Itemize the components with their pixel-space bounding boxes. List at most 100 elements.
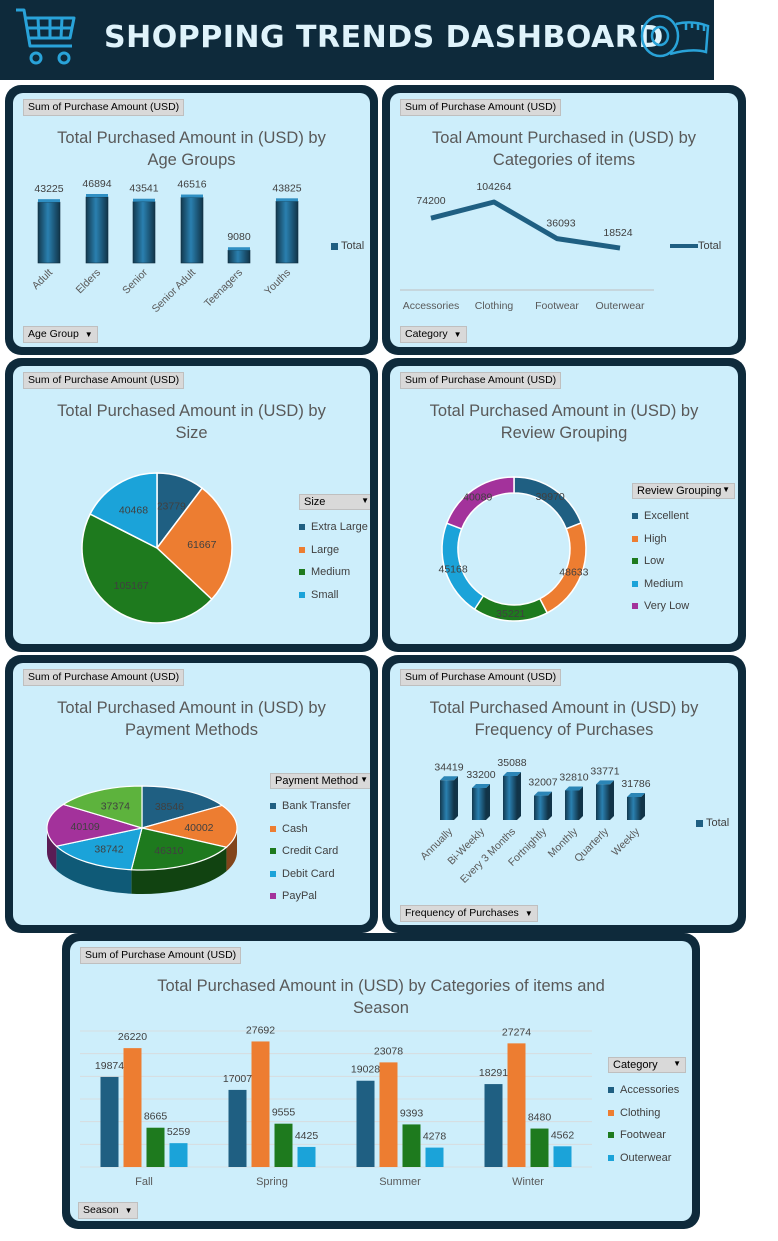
bar-side [486,784,490,820]
legend-label: Medium [311,566,351,579]
legend-item[interactable]: Cash [270,818,370,841]
data-label: 19874 [95,1060,124,1072]
category-label: Quarterly [572,825,612,865]
legend-item[interactable]: Extra Large [299,516,370,539]
bar-side [517,772,521,820]
legend-swatch [608,1109,614,1116]
payment-filter-button[interactable]: Payment Method ▼ [270,773,370,789]
data-label: 32810 [559,771,588,783]
review-filter-button[interactable]: Review Grouping ▼ [632,483,735,499]
data-label: 43825 [272,182,301,194]
data-label: 5259 [167,1126,191,1138]
legend-item[interactable]: Medium [632,573,735,596]
legend-item[interactable]: Accessories [608,1079,686,1102]
frequency-panel: Sum of Purchase Amount (USD) Total Purch… [382,655,746,933]
data-label: 23779 [157,500,186,512]
data-label: 37374 [101,801,130,813]
legend-item[interactable]: High [632,528,735,551]
season-bar [297,1146,316,1167]
frequency-bar [596,784,610,820]
data-label: 40089 [463,491,492,503]
chart-title: Total Purchased Amount in (USD) by Freque… [429,699,699,739]
legend-item[interactable]: Large [299,539,370,562]
pie-slice [130,827,228,871]
legend-item[interactable]: Low [632,550,735,573]
category-filter-button[interactable]: Category ▼ [400,326,467,343]
data-label: 38742 [94,844,123,856]
data-label: 31786 [621,778,650,790]
legend-swatch [299,591,305,598]
field-label: Sum of Purchase Amount (USD) [400,372,562,389]
legend-swatch [270,825,276,832]
category-label: Senior Adult [150,267,199,316]
data-label: 17007 [223,1073,252,1085]
frequency-bar [440,780,454,820]
bar-side [610,780,614,820]
chart-legend: Total [696,817,729,829]
data-label: 9080 [227,231,251,243]
field-label: Sum of Purchase Amount (USD) [80,947,242,964]
season-bar [507,1043,526,1167]
pie-slice [155,487,233,601]
legend-item[interactable]: Excellent [632,505,735,528]
legend-item[interactable]: Credit Card [270,840,370,863]
data-label: 74200 [416,195,445,207]
legend-swatch [608,1087,614,1094]
frequency-filter-button[interactable]: Frequency of Purchases ▼ [400,905,538,922]
season-filter-button[interactable]: Season ▼ [78,1202,138,1219]
frequency-bar [627,797,641,820]
age-bar-top [86,194,108,197]
frequency-bar [503,776,517,820]
chart-title: Total Purchased Amount in (USD) by Review… [429,402,699,442]
legend-item[interactable]: Clothing [608,1102,686,1125]
category-label: Every 3 Months [458,826,518,886]
age-group-panel: Sum of Purchase Amount (USD) Total Purch… [5,85,378,355]
legend-label: High [644,532,667,545]
field-label: Sum of Purchase Amount (USD) [400,99,562,116]
chevron-down-icon: ▼ [453,330,462,339]
field-label: Sum of Purchase Amount (USD) [23,99,185,116]
season-bar [484,1084,503,1167]
bar-top [534,791,552,796]
legend-swatch [299,569,305,576]
legend-item[interactable]: Outerwear [608,1147,686,1170]
data-label: 34419 [434,761,463,773]
legend-item[interactable]: Very Low [632,595,735,618]
legend-label: Total [341,240,365,252]
category-label: Senior [120,266,150,296]
age-group-filter-button[interactable]: Age Group ▼ [23,326,98,343]
legend-item[interactable]: Medium [299,561,370,584]
bar-top [627,793,645,798]
data-label: 4562 [551,1129,575,1141]
data-label: 9555 [272,1107,296,1119]
data-label: 43541 [129,183,158,195]
legend-item[interactable]: Small [299,584,370,607]
chevron-down-icon: ▼ [361,496,369,505]
legend-swatch [299,524,305,531]
data-label: 23078 [374,1045,403,1057]
data-label: 105167 [114,580,149,592]
legend-label: Credit Card [282,845,339,858]
legend-swatch [270,848,276,855]
category-season-filter-button[interactable]: Category ▼ [608,1057,686,1073]
size-filter-button[interactable]: Size ▼ [299,494,370,510]
size-pie-chart: 23779 61667 105167 40468 [81,472,233,624]
chart-title: Toal Amount Purchased in (USD) by Categor… [431,129,697,169]
size-panel: Sum of Purchase Amount (USD) Total Purch… [5,358,378,652]
legend-item[interactable]: Bank Transfer [270,795,370,818]
age-bar [180,197,204,264]
pie-slice [55,827,143,871]
dashboard-title: SHOPPING TRENDS DASHBOARD [104,20,664,55]
age-group-bar-chart: 43225 Adult 46894 Elders 43541 Senior 46516 Sen… [30,178,302,316]
legend-item[interactable]: Debit Card [270,863,370,886]
payment-legend: Payment Method ▼ Bank Transfer Cash Credit … [270,773,370,908]
legend-item[interactable]: PayPal [270,885,370,908]
legend-item[interactable]: Footwear [608,1124,686,1147]
chart-title: Total Purchased Amount in (USD) by Categ… [157,977,605,1017]
data-label: 35088 [497,757,526,769]
bar-top [503,772,521,776]
season-bar [251,1041,270,1167]
legend-label: Medium [644,577,684,590]
